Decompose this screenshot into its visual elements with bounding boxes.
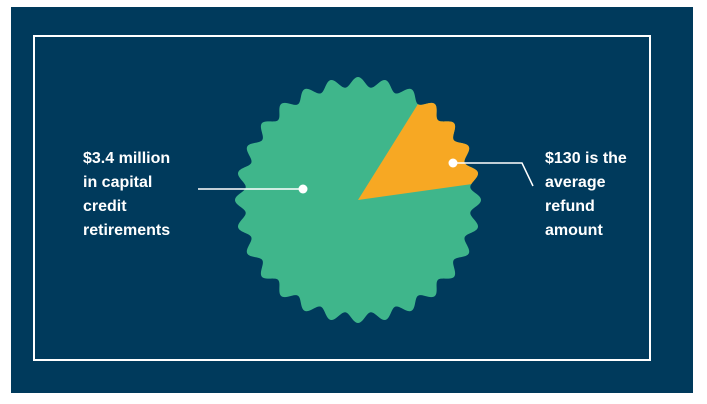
callout-dot-right [448, 158, 458, 168]
callout-line-right [453, 162, 534, 187]
callout-dot-left [298, 184, 308, 194]
white-frame-border [33, 35, 651, 361]
callout-average-refund: $130 is the average refund amount [545, 150, 627, 239]
callout-capital-credit: $3.4 million in capital credit retiremen… [83, 150, 171, 239]
highlight-slice [358, 102, 478, 200]
